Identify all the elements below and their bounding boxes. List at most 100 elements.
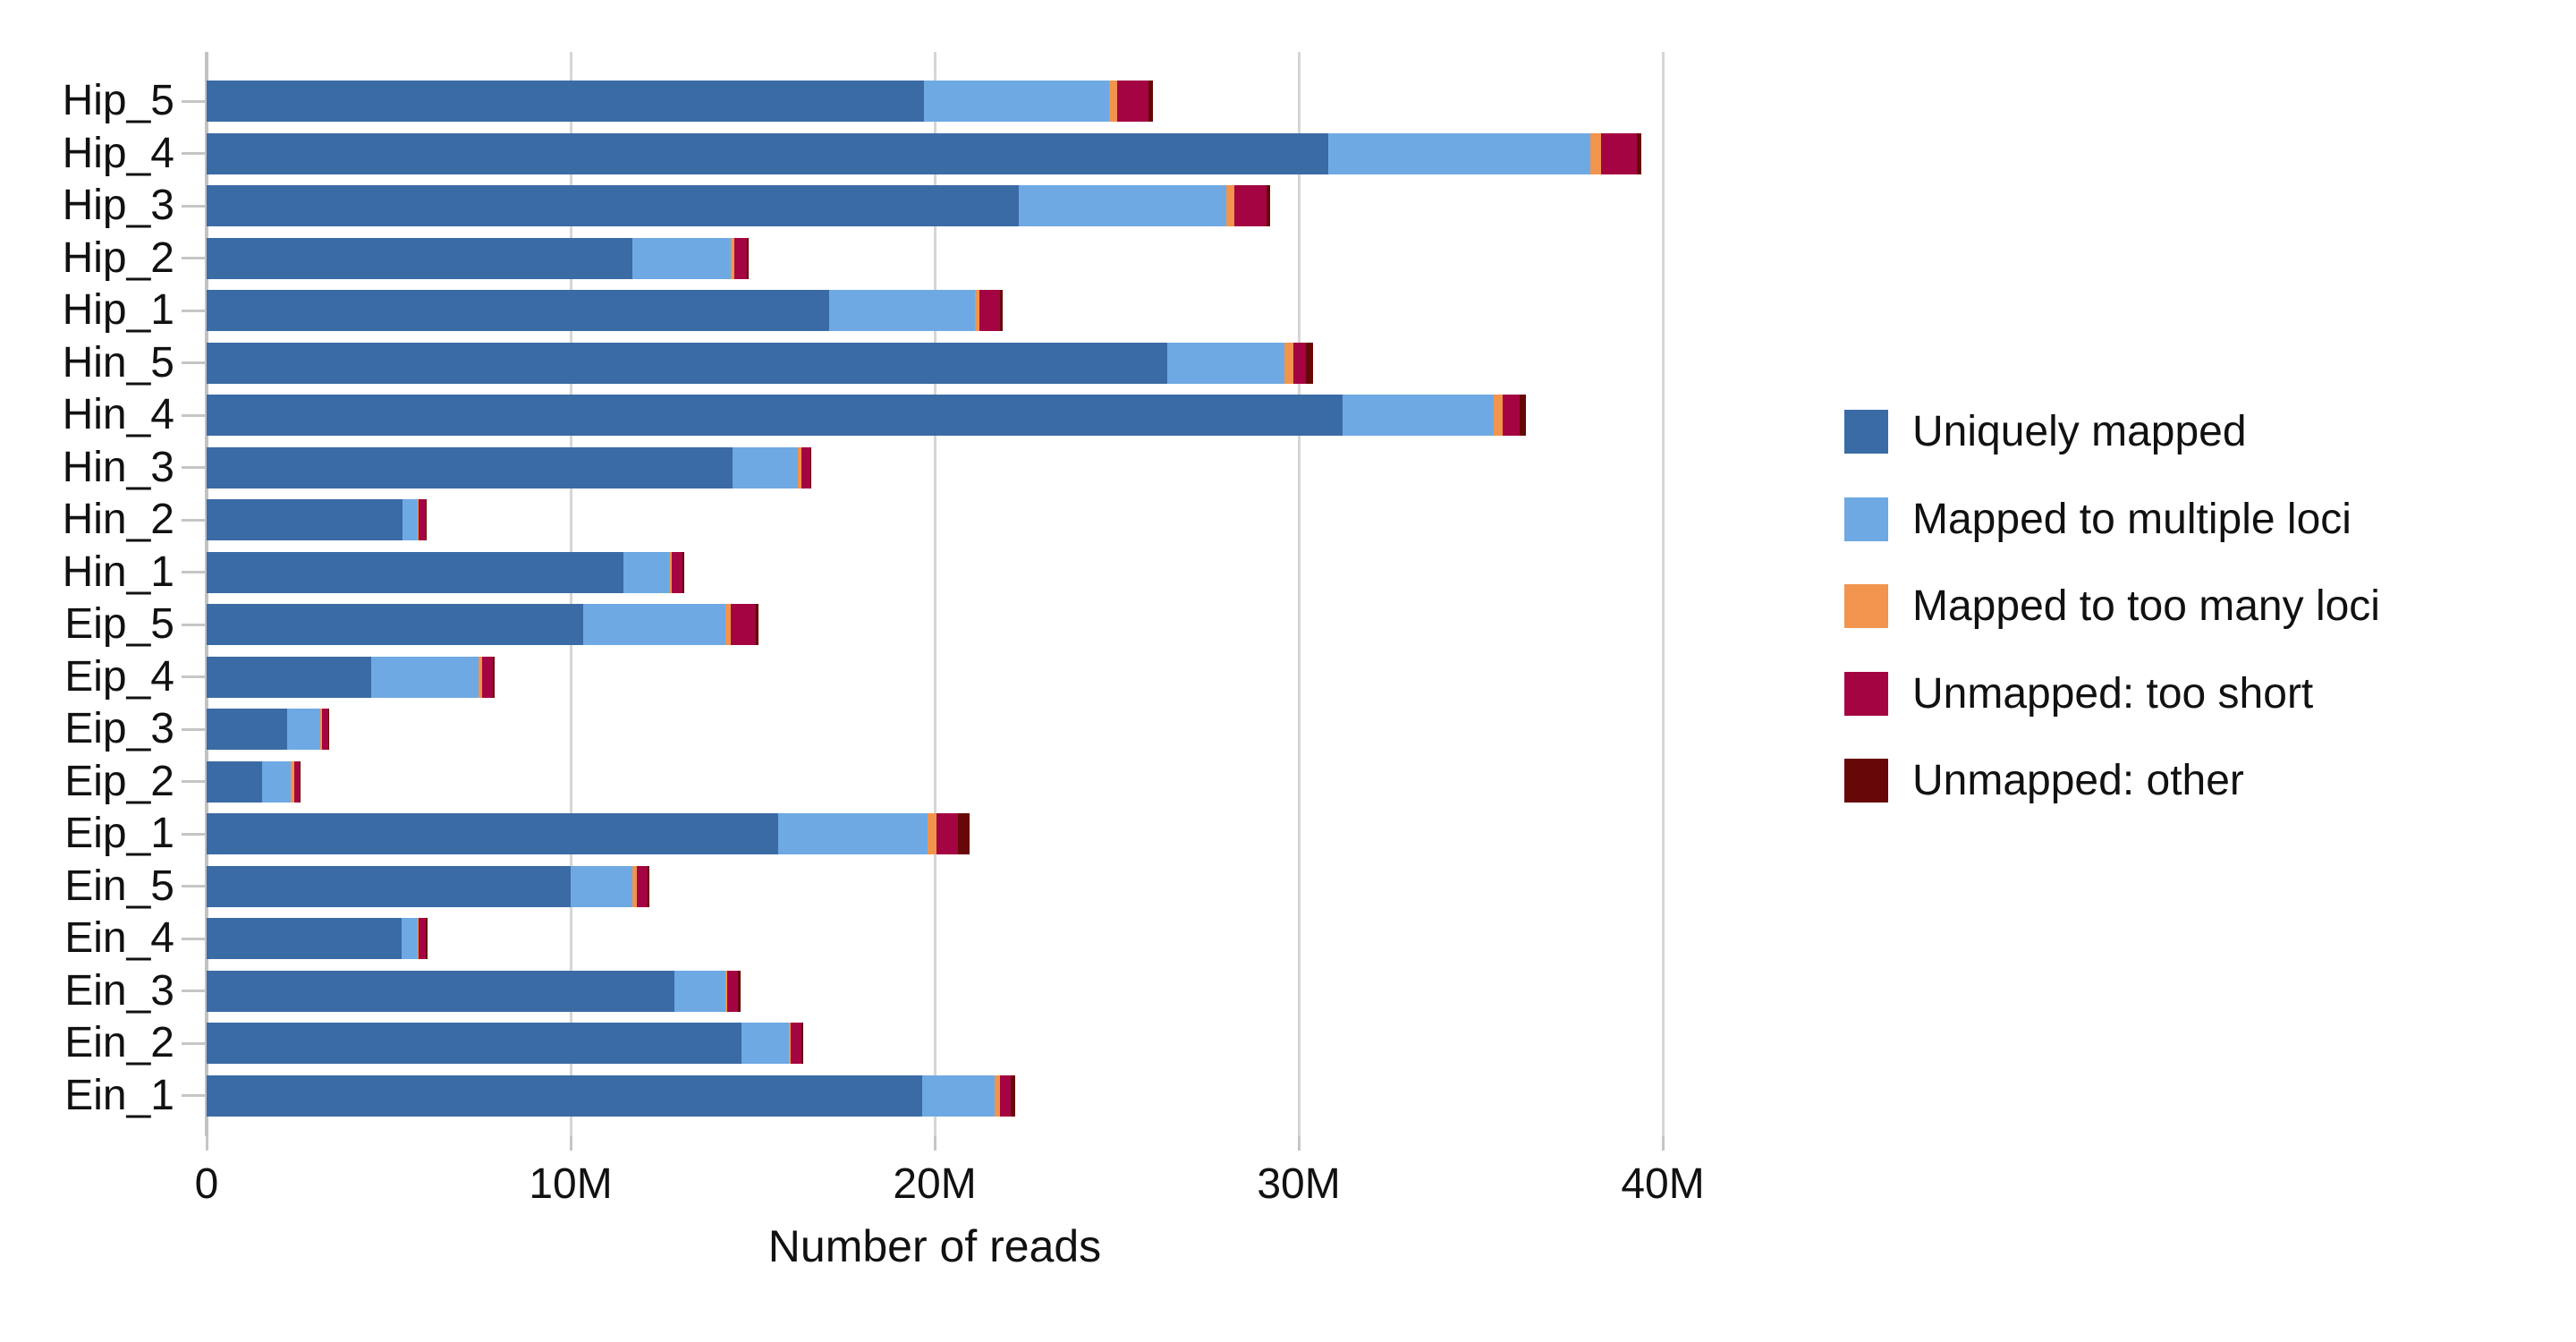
bar-segment-unmapped-other: [1637, 132, 1641, 174]
bar-segment-unmapped-too-short: [731, 604, 757, 645]
bar-segment-unmapped-too-short: [791, 1023, 801, 1064]
y-axis-label-hip-4: Hip_4: [62, 129, 174, 177]
y-axis-label-eip-4: Eip_4: [64, 652, 174, 701]
bar-segment-unmapped-other: [958, 813, 970, 854]
bar-segment-mapped-to-multiple-loci: [262, 760, 292, 803]
bar-segment-mapped-to-multiple-loci: [741, 1023, 790, 1064]
bar-segment-mapped-to-multiple-loci: [733, 446, 799, 488]
bar-row-hip-4: [207, 132, 1641, 174]
bar-row-hip-5: [207, 81, 1154, 122]
y-axis-label-ein-3: Ein_3: [64, 966, 174, 1015]
bar-segment-uniquely-mapped: [207, 342, 1168, 384]
bar-segment-uniquely-mapped: [207, 81, 924, 122]
bar-segment-unmapped-other: [999, 290, 1004, 331]
bar-row-eip-4: [207, 656, 495, 698]
legend-label-uniquely-mapped: Uniquely mapped: [1912, 408, 2247, 455]
y-tick-ein-5: [182, 885, 205, 888]
legend-label-unmapped-too-short: Unmapped: too short: [1912, 669, 2314, 718]
bar-segment-unmapped-other: [1011, 1074, 1015, 1117]
x-tick-10M: [569, 1136, 572, 1151]
bar-segment-mapped-to-too-many-loci: [418, 499, 419, 540]
y-tick-ein-2: [182, 1041, 205, 1045]
bar-segment-mapped-to-too-many-loci: [291, 760, 294, 803]
y-axis-line: [205, 52, 208, 1136]
bar-segment-mapped-to-multiple-loci: [370, 656, 479, 698]
y-axis-label-hin-4: Hin_4: [62, 391, 174, 438]
bar-segment-uniquely-mapped: [207, 132, 1328, 174]
y-tick-hin-1: [182, 571, 205, 573]
y-tick-hip-5: [182, 99, 205, 103]
bar-segment-mapped-to-multiple-loci: [777, 813, 928, 854]
bar-segment-mapped-to-too-many-loci: [479, 656, 483, 698]
bar-segment-unmapped-too-short: [979, 290, 1000, 331]
bar-segment-unmapped-other: [1306, 342, 1313, 384]
bar-segment-unmapped-other: [299, 760, 301, 803]
bar-segment-uniquely-mapped: [207, 237, 633, 279]
bar-row-hin-1: [207, 551, 685, 593]
bar-row-eip-2: [207, 760, 301, 803]
legend-item-unmapped-other: Unmapped: other: [1844, 759, 2244, 803]
y-axis-label-eip-3: Eip_3: [64, 705, 174, 752]
bar-segment-mapped-to-multiple-loci: [1327, 132, 1590, 174]
gridline-20M: [933, 52, 936, 1136]
gridline-10M: [569, 52, 572, 1136]
y-tick-eip-5: [182, 623, 205, 626]
y-axis-label-ein-1: Ein_1: [64, 1071, 174, 1119]
y-axis-label-hip-5: Hip_5: [62, 77, 174, 124]
y-tick-hip-4: [182, 152, 205, 155]
bar-segment-mapped-to-multiple-loci: [583, 604, 725, 645]
bar-segment-unmapped-too-short: [1601, 132, 1638, 174]
bar-row-hin-3: [207, 446, 812, 488]
bar-segment-uniquely-mapped: [207, 604, 584, 645]
y-tick-hin-2: [182, 518, 205, 522]
bar-row-eip-3: [207, 709, 329, 750]
legend-label-mapped-to-multiple-loci: Mapped to multiple loci: [1912, 495, 2351, 543]
y-axis-label-hin-5: Hin_5: [62, 338, 174, 386]
bar-segment-mapped-to-too-many-loci: [1493, 395, 1503, 436]
bar-segment-uniquely-mapped: [207, 446, 733, 488]
bar-segment-mapped-to-too-many-loci: [731, 237, 735, 279]
bar-segment-uniquely-mapped: [207, 656, 371, 698]
bar-segment-mapped-to-multiple-loci: [402, 918, 419, 959]
y-axis-label-eip-5: Eip_5: [64, 600, 174, 648]
bar-row-eip-1: [207, 813, 970, 854]
bar-segment-mapped-to-too-many-loci: [798, 446, 801, 488]
bar-segment-unmapped-too-short: [936, 813, 959, 854]
legend-label-unmapped-other: Unmapped: other: [1912, 757, 2244, 804]
bar-segment-mapped-to-too-many-loci: [724, 604, 732, 645]
bar-segment-mapped-to-too-many-loci: [724, 970, 727, 1012]
y-tick-ein-1: [182, 1094, 205, 1097]
legend-item-mapped-to-multiple-loci: Mapped to multiple loci: [1844, 497, 2351, 541]
x-axis-label-10M: 10M: [529, 1160, 613, 1208]
x-tick-20M: [933, 1136, 936, 1151]
bar-segment-unmapped-too-short: [637, 865, 648, 907]
y-tick-eip-2: [182, 780, 205, 783]
bar-row-eip-5: [207, 604, 759, 645]
bar-segment-mapped-to-multiple-loci: [923, 81, 1110, 122]
gridline-40M: [1661, 52, 1665, 1136]
bar-segment-unmapped-other: [1267, 185, 1270, 226]
y-axis-label-hip-2: Hip_2: [62, 234, 174, 282]
bar-segment-mapped-to-multiple-loci: [1342, 395, 1494, 436]
bar-segment-uniquely-mapped: [207, 1023, 742, 1064]
bar-segment-unmapped-too-short: [672, 551, 683, 593]
bar-segment-mapped-to-multiple-loci: [1167, 342, 1284, 384]
y-axis-label-hin-1: Hin_1: [62, 548, 174, 596]
bar-segment-mapped-to-too-many-loci: [1284, 342, 1293, 384]
y-tick-hin-5: [182, 361, 205, 364]
bar-segment-mapped-to-too-many-loci: [670, 551, 673, 593]
bar-segment-unmapped-too-short: [1000, 1074, 1012, 1117]
bar-segment-mapped-to-too-many-loci: [789, 1023, 792, 1064]
bar-row-ein-1: [207, 1074, 1015, 1117]
bar-segment-unmapped-other: [493, 656, 495, 698]
bar-segment-mapped-to-multiple-loci: [286, 709, 320, 750]
bar-segment-unmapped-other: [1519, 395, 1526, 436]
bar-segment-uniquely-mapped: [207, 499, 402, 540]
bar-segment-unmapped-other: [809, 446, 812, 488]
y-axis-label-ein-2: Ein_2: [64, 1019, 174, 1066]
bar-segment-unmapped-other: [425, 499, 427, 540]
x-axis-label-0: 0: [194, 1160, 219, 1208]
y-tick-eip-4: [182, 675, 205, 678]
y-tick-ein-4: [182, 937, 205, 940]
bar-segment-unmapped-too-short: [419, 918, 427, 959]
